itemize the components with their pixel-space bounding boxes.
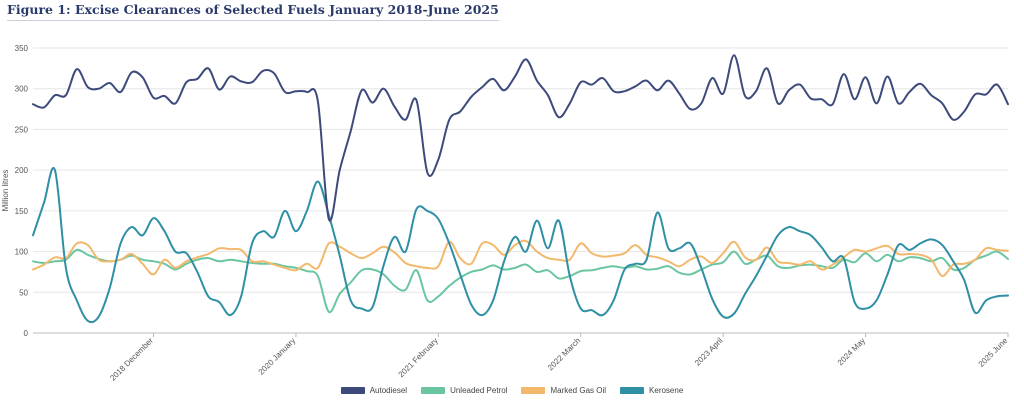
y-axis-label: Million litres [1, 170, 10, 212]
y-tick-label: 300 [15, 85, 29, 94]
legend-label: Kerosene [649, 386, 684, 395]
legend-swatch [620, 387, 645, 394]
x-tick-label: 2020 January [257, 336, 298, 377]
x-axis-ticks: 2018 December 2020 January 2021 February 20… [108, 333, 1010, 383]
series-line-marked-gas-oil[interactable] [32, 239, 1009, 277]
y-tick-label: 0 [24, 329, 29, 338]
x-tick-label: 2018 December [108, 336, 155, 383]
series-line-autodiesel[interactable] [32, 54, 1009, 222]
legend-label: Unleaded Petrol [450, 386, 508, 395]
y-tick-label: 50 [19, 288, 28, 297]
y-tick-label: 350 [15, 44, 29, 53]
series-line-unleaded-petrol[interactable] [32, 248, 1009, 314]
legend-swatch [521, 387, 546, 394]
y-axis-ticks: 0 50 100 150 200 250 300 350 [15, 44, 29, 338]
y-tick-label: 250 [15, 125, 29, 134]
legend-swatch [340, 387, 365, 394]
gridlines [33, 47, 1008, 334]
y-tick-label: 100 [15, 248, 29, 257]
x-tick-label: 2022 March [546, 336, 582, 372]
series-line-kerosene[interactable] [32, 166, 1009, 324]
x-tick-label: 2024 May [836, 336, 867, 367]
y-tick-label: 200 [15, 166, 29, 175]
y-tick-label: 150 [15, 207, 29, 216]
legend-item-unleaded-petrol[interactable]: Unleaded Petrol [421, 386, 507, 395]
x-tick-label: 2025 June [977, 336, 1010, 369]
legend-swatch [421, 387, 446, 394]
legend-item-autodiesel[interactable]: Autodiesel [340, 386, 408, 395]
series-lines [32, 54, 1009, 324]
legend: Autodiesel Unleaded Petrol Marked Gas Oi… [0, 386, 1024, 395]
legend-item-kerosene[interactable]: Kerosene [620, 386, 683, 395]
x-tick-label: 2021 February [397, 336, 440, 379]
legend-label: Marked Gas Oil [550, 386, 607, 395]
legend-label: Autodiesel [369, 386, 408, 395]
legend-item-marked-gas-oil[interactable]: Marked Gas Oil [521, 386, 606, 395]
x-tick-label: 2023 April [693, 336, 725, 368]
chart-title: Figure 1: Excise Clearances of Selected … [7, 2, 499, 21]
